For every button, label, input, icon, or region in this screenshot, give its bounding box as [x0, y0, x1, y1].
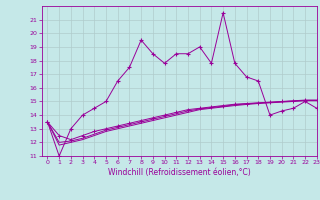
X-axis label: Windchill (Refroidissement éolien,°C): Windchill (Refroidissement éolien,°C): [108, 168, 251, 177]
